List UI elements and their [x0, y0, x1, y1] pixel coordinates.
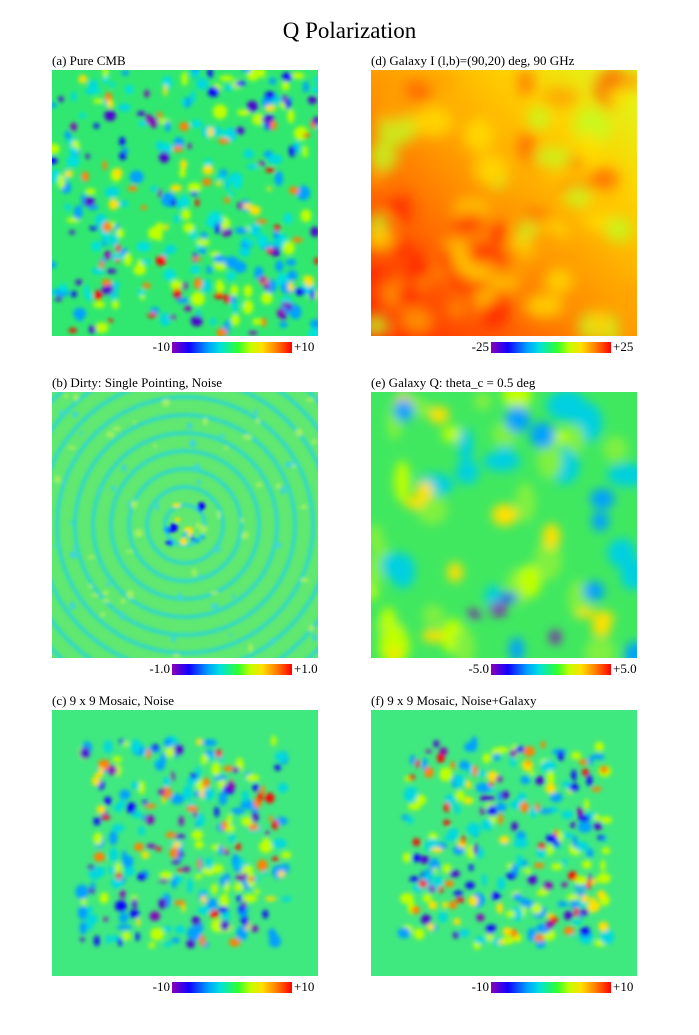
scale-min-label: -1.0 — [149, 661, 170, 676]
panel-caption: (c) 9 x 9 Mosaic, Noise — [52, 693, 175, 708]
panel-caption: (a) Pure CMB — [52, 53, 126, 68]
panel-caption: (e) Galaxy Q: theta_c = 0.5 deg — [371, 375, 536, 390]
panel-mosaic-noise: (c) 9 x 9 Mosaic, Noise -10 +10 — [52, 692, 322, 997]
map-image — [52, 392, 318, 658]
scale-max-label: +5.0 — [613, 661, 637, 676]
color-scale: -10 +10 — [52, 339, 322, 357]
colorbar — [491, 342, 611, 353]
panel-caption: (f) 9 x 9 Mosaic, Noise+Galaxy — [371, 693, 537, 708]
colorbar — [172, 982, 292, 993]
colorbar — [172, 664, 292, 675]
panel-caption: (b) Dirty: Single Pointing, Noise — [52, 375, 223, 390]
map-image — [52, 70, 318, 336]
figure-title: Q Polarization — [282, 18, 417, 43]
color-scale: -5.0 +5.0 — [371, 661, 641, 679]
map-image — [371, 392, 637, 658]
scale-min-label: -10 — [152, 339, 170, 354]
panel-mosaic-noise-galaxy: (f) 9 x 9 Mosaic, Noise+Galaxy -10 +10 — [371, 692, 641, 997]
map-image — [371, 70, 637, 336]
scale-max-label: +25 — [613, 339, 634, 354]
color-scale: -10 +10 — [371, 979, 641, 997]
panel-galaxy-q: (e) Galaxy Q: theta_c = 0.5 deg -5.0 +5.… — [371, 374, 641, 679]
colorbar — [491, 982, 611, 993]
scale-max-label: +10 — [613, 979, 634, 994]
colorbar — [491, 664, 611, 675]
scale-max-label: +1.0 — [294, 661, 318, 676]
panel-pure-cmb: (a) Pure CMB -10 +10 — [52, 52, 322, 357]
scale-max-label: +10 — [294, 339, 315, 354]
scale-min-label: -10 — [471, 979, 489, 994]
scale-min-label: -10 — [152, 979, 170, 994]
scale-max-label: +10 — [294, 979, 315, 994]
color-scale: -10 +10 — [52, 979, 322, 997]
color-scale: -1.0 +1.0 — [52, 661, 322, 679]
panel-galaxy-intensity: (d) Galaxy I (l,b)=(90,20) deg, 90 GHz -… — [371, 52, 641, 357]
panel-caption: (d) Galaxy I (l,b)=(90,20) deg, 90 GHz — [371, 53, 575, 68]
map-image — [371, 710, 637, 976]
scale-min-label: -5.0 — [468, 661, 489, 676]
color-scale: -25 +25 — [371, 339, 641, 357]
colorbar — [172, 342, 292, 353]
map-image — [52, 710, 318, 976]
panel-dirty-single-pointing: (b) Dirty: Single Pointing, Noise -1.0 +… — [52, 374, 322, 679]
scale-min-label: -25 — [471, 339, 489, 354]
